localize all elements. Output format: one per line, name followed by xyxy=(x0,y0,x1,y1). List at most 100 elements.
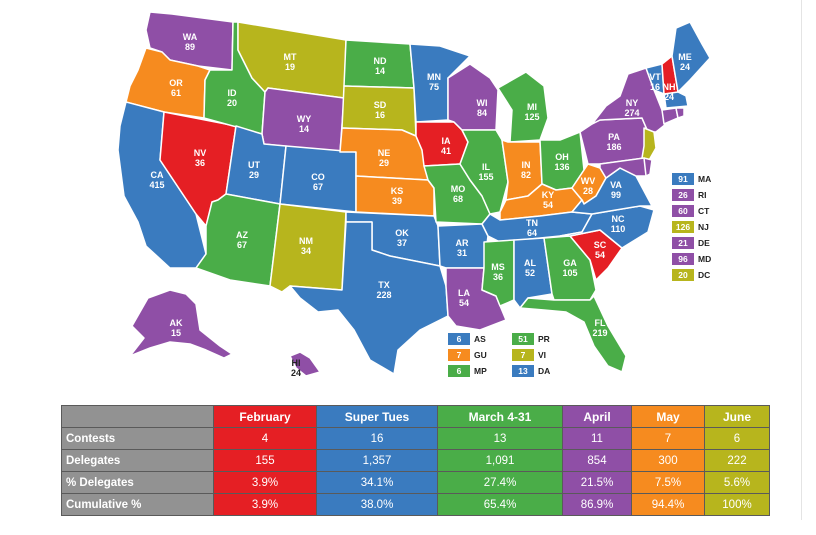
schedule-table: February Super Tues March 4-31 April May… xyxy=(61,405,770,516)
state-NC[interactable] xyxy=(559,205,655,249)
state-label-oh-value: 136 xyxy=(554,162,569,172)
state-label-al-abbr: AL xyxy=(524,258,536,268)
state-label-wa-value: 89 xyxy=(185,42,195,52)
state-VA[interactable] xyxy=(571,167,653,215)
state-label-nm-value: 34 xyxy=(301,246,311,256)
legend-abbr: RI xyxy=(698,190,707,200)
state-label-me-value: 24 xyxy=(680,62,690,72)
state-DE[interactable] xyxy=(643,157,653,177)
state-label-ia-abbr: IA xyxy=(442,136,452,146)
legend-abbr: GU xyxy=(474,350,487,360)
table-cell: 5.6% xyxy=(704,471,770,494)
state-label-nh-abbr: NH xyxy=(663,82,676,92)
table-cell: 94.4% xyxy=(631,493,705,516)
state-WI[interactable] xyxy=(447,63,499,131)
state-label-pa-abbr: PA xyxy=(608,132,620,142)
state-label-ca-value: 415 xyxy=(149,180,164,190)
state-label-ny-value: 274 xyxy=(624,108,639,118)
state-label-wy-abbr: WY xyxy=(297,114,312,124)
state-label-ak-value: 15 xyxy=(171,328,181,338)
state-ME[interactable] xyxy=(671,21,711,93)
table-cell: 100% xyxy=(704,493,770,516)
table-cell: 27.4% xyxy=(437,471,563,494)
legend-abbr: MD xyxy=(698,254,711,264)
state-label-vt-abbr: VT xyxy=(649,72,661,82)
state-label-la-value: 54 xyxy=(459,298,469,308)
legend-value: 96 xyxy=(678,254,688,264)
legend-swatch xyxy=(672,237,694,249)
legend-abbr: MP xyxy=(474,366,487,376)
state-label-il-value: 155 xyxy=(478,172,493,182)
row-label: Contests xyxy=(61,427,214,450)
legend-swatch xyxy=(672,205,694,217)
state-label-ga-value: 105 xyxy=(562,268,577,278)
legend-value: 13 xyxy=(518,366,528,376)
state-label-ga-abbr: GA xyxy=(563,258,577,268)
state-CT[interactable] xyxy=(661,107,679,125)
state-label-ne-abbr: NE xyxy=(378,148,391,158)
state-label-la-abbr: LA xyxy=(458,288,470,298)
state-label-id-abbr: ID xyxy=(228,88,238,98)
state-label-nm-abbr: NM xyxy=(299,236,313,246)
state-RI[interactable] xyxy=(675,107,685,119)
table-cell: 7 xyxy=(631,427,705,450)
state-label-ar-value: 31 xyxy=(457,248,467,258)
state-label-wa-abbr: WA xyxy=(183,32,198,42)
table-cell: 3.9% xyxy=(213,471,317,494)
state-label-co-abbr: CO xyxy=(311,172,325,182)
legend-value: 91 xyxy=(678,174,688,184)
state-label-nc-value: 110 xyxy=(611,224,626,234)
state-label-wy-value: 14 xyxy=(299,124,309,134)
state-label-nv-abbr: NV xyxy=(194,148,207,158)
state-label-va-abbr: VA xyxy=(610,180,622,190)
legend-value: 51 xyxy=(518,334,528,344)
state-label-ms-abbr: MS xyxy=(491,262,505,272)
state-label-tn-abbr: TN xyxy=(526,218,538,228)
legend-abbr: DA xyxy=(538,366,550,376)
state-MI[interactable] xyxy=(497,71,549,143)
legend-abbr: CT xyxy=(698,206,710,216)
legend-swatch xyxy=(672,269,694,281)
table-cell: 86.9% xyxy=(562,493,632,516)
row-label: % Delegates xyxy=(61,471,214,494)
state-FL[interactable] xyxy=(519,295,627,373)
state-label-az-abbr: AZ xyxy=(236,230,248,240)
state-AK[interactable] xyxy=(129,289,233,359)
table-cell: 11 xyxy=(562,427,632,450)
state-KS[interactable] xyxy=(355,175,435,217)
legend-value: 7 xyxy=(457,350,462,360)
row-label: Cumulative % xyxy=(61,493,214,516)
state-label-wi-abbr: WI xyxy=(477,98,488,108)
table-cell: 13 xyxy=(437,427,563,450)
state-label-nc-abbr: NC xyxy=(612,214,625,224)
state-label-sc-value: 54 xyxy=(595,250,605,260)
table-cell: 1,357 xyxy=(316,449,438,472)
state-label-nd-abbr: ND xyxy=(374,56,387,66)
state-TX[interactable] xyxy=(289,221,449,375)
state-label-co-value: 67 xyxy=(313,182,323,192)
state-label-in-abbr: IN xyxy=(522,160,531,170)
legend-abbr: DE xyxy=(698,238,710,248)
state-label-tx-value: 228 xyxy=(376,290,391,300)
state-label-va-value: 99 xyxy=(611,190,621,200)
state-label-or-abbr: OR xyxy=(169,78,183,88)
state-label-mi-abbr: MI xyxy=(527,102,537,112)
table-row: Delegates 155 1,357 1,091 854 300 222 xyxy=(61,449,770,472)
state-MA[interactable] xyxy=(663,91,689,109)
state-label-ia-value: 41 xyxy=(441,146,451,156)
col-header: April xyxy=(562,405,632,428)
state-label-ks-value: 39 xyxy=(392,196,402,206)
state-NJ[interactable] xyxy=(641,127,657,163)
legend-swatch xyxy=(512,349,534,361)
legend-value: 26 xyxy=(678,190,688,200)
state-label-in-value: 82 xyxy=(521,170,531,180)
state-label-ca-abbr: CA xyxy=(151,170,164,180)
state-label-sc-abbr: SC xyxy=(594,240,607,250)
table-cell: 4 xyxy=(213,427,317,450)
col-header: June xyxy=(704,405,770,428)
state-HI[interactable] xyxy=(289,351,321,377)
state-label-sd-value: 16 xyxy=(375,110,385,120)
state-label-ky-abbr: KY xyxy=(542,190,555,200)
state-label-ne-value: 29 xyxy=(379,158,389,168)
territory-legend: 6 AS 51 PR 7 GU 7 VI 6 MP 13 DA xyxy=(448,333,550,377)
